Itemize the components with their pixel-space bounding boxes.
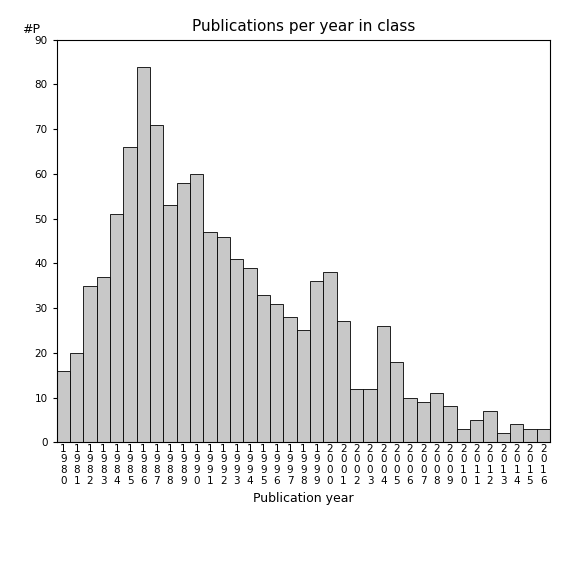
Bar: [350, 388, 363, 442]
Bar: [417, 402, 430, 442]
Bar: [124, 147, 137, 442]
Bar: [257, 295, 270, 442]
Bar: [456, 429, 470, 442]
Bar: [483, 411, 497, 442]
Bar: [70, 353, 83, 442]
Bar: [403, 397, 417, 442]
Bar: [376, 326, 390, 442]
Bar: [57, 371, 70, 442]
Bar: [270, 303, 284, 442]
Bar: [204, 232, 217, 442]
Bar: [510, 424, 523, 442]
Bar: [217, 236, 230, 442]
Bar: [297, 331, 310, 442]
Bar: [523, 429, 536, 442]
Bar: [230, 259, 243, 442]
Bar: [150, 125, 163, 442]
Bar: [163, 205, 177, 442]
Bar: [110, 214, 124, 442]
Bar: [137, 66, 150, 442]
Bar: [323, 272, 337, 442]
Bar: [284, 317, 297, 442]
X-axis label: Publication year: Publication year: [253, 492, 354, 505]
Bar: [83, 286, 97, 442]
Bar: [363, 388, 376, 442]
Bar: [430, 393, 443, 442]
Bar: [177, 183, 190, 442]
Bar: [390, 362, 403, 442]
Bar: [443, 407, 456, 442]
Bar: [497, 433, 510, 442]
Bar: [470, 420, 483, 442]
Bar: [536, 429, 550, 442]
Text: #P: #P: [22, 23, 40, 36]
Bar: [337, 321, 350, 442]
Bar: [97, 277, 110, 442]
Title: Publications per year in class: Publications per year in class: [192, 19, 415, 35]
Bar: [243, 268, 257, 442]
Bar: [190, 174, 204, 442]
Bar: [310, 281, 323, 442]
